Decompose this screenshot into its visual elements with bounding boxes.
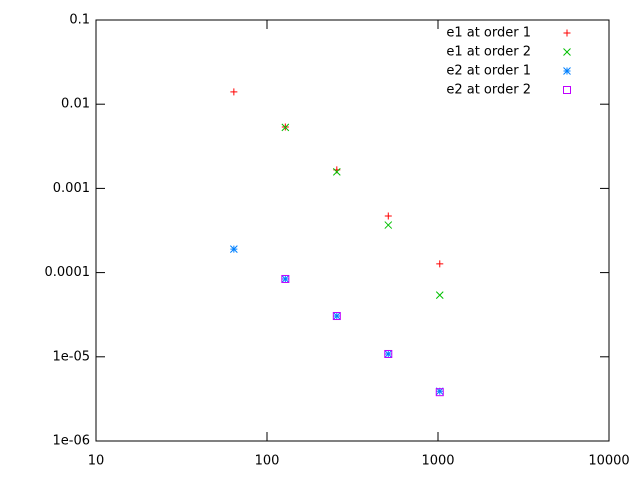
marker-stroke <box>332 312 341 321</box>
marker-stroke <box>332 168 341 176</box>
marker-stroke <box>384 349 393 358</box>
marker-stroke <box>384 221 393 229</box>
point <box>384 212 392 220</box>
marker-stroke <box>332 312 341 320</box>
y-tick-label: 1e-05 <box>52 349 90 364</box>
marker-stroke <box>230 245 238 253</box>
marker-stroke <box>281 274 290 283</box>
legend-marker <box>563 67 571 75</box>
point <box>384 221 393 229</box>
point <box>332 312 341 321</box>
x-tick-label: 10000 <box>588 454 629 469</box>
marker-stroke <box>281 123 290 132</box>
point <box>332 168 341 176</box>
y-tick-label: 1e-06 <box>52 434 90 449</box>
point <box>281 123 290 132</box>
y-tick-label: 0.01 <box>61 97 90 112</box>
point <box>436 260 444 268</box>
marker-stroke <box>384 350 393 358</box>
point <box>281 275 290 283</box>
marker-stroke <box>435 291 444 299</box>
point <box>230 88 238 96</box>
legend-label: e1 at order 2 <box>446 45 531 60</box>
legend-label: e2 at order 2 <box>446 83 531 98</box>
marker-stroke <box>435 388 444 397</box>
point <box>384 350 393 358</box>
point <box>435 388 444 397</box>
y-tick-label: 0.0001 <box>45 265 91 280</box>
marker-stroke <box>563 67 571 75</box>
x-tick-label: 10 <box>88 454 105 469</box>
legend-label: e2 at order 1 <box>446 64 531 79</box>
y-tick-label: 0.1 <box>69 13 90 28</box>
y-tick-label: 0.001 <box>53 181 90 196</box>
marker-stroke <box>563 86 571 94</box>
x-tick-label: 100 <box>255 454 280 469</box>
x-tick-label: 1000 <box>421 454 454 469</box>
plot-frame <box>95 19 610 442</box>
point <box>332 312 341 320</box>
legend-marker <box>563 29 571 37</box>
marker-stroke <box>281 275 290 283</box>
legend-marker <box>563 86 571 94</box>
legend-marker <box>563 48 571 56</box>
point <box>281 274 290 283</box>
point <box>435 291 444 299</box>
point <box>230 245 238 253</box>
point <box>384 349 393 358</box>
marker-stroke <box>563 48 571 56</box>
legend-label: e1 at order 1 <box>446 26 531 41</box>
